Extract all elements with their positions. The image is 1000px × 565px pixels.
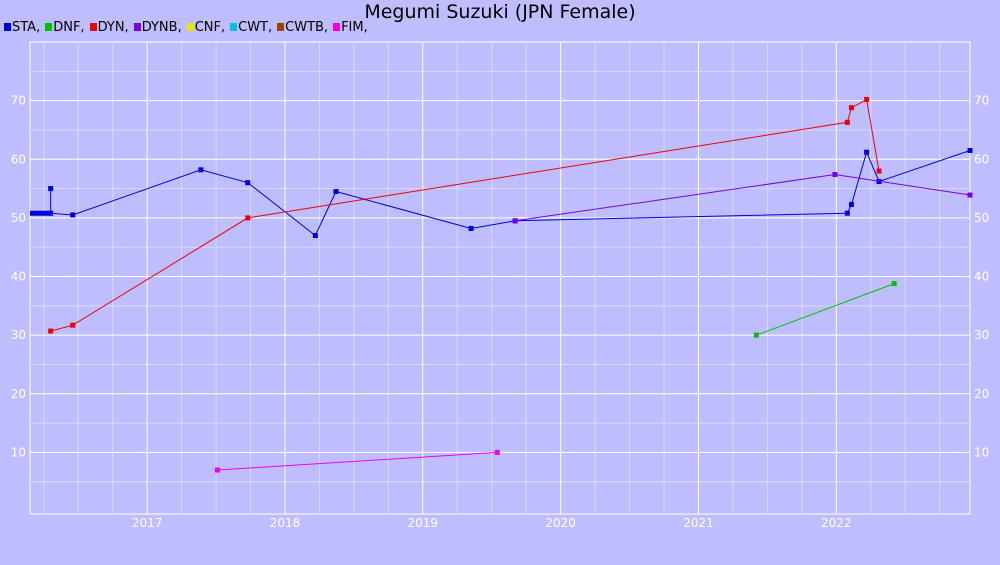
data-point-dyn (848, 105, 854, 111)
y-tick-label-right: 60 (974, 152, 989, 166)
data-point-sta (468, 225, 474, 231)
data-point-sta (70, 212, 76, 218)
data-point-sta (48, 186, 54, 192)
series-line-fim (217, 451, 498, 471)
data-point-dynb (512, 218, 518, 224)
data-point-sta (844, 210, 850, 216)
legend-label: DNF, (53, 20, 85, 35)
data-point-dyn (844, 119, 850, 125)
legend-swatch (277, 23, 285, 31)
series-line-dynb (515, 173, 971, 222)
data-point-sta (245, 180, 251, 186)
legend-swatch (186, 23, 194, 31)
data-point-fim (494, 449, 500, 455)
legend-swatch (230, 23, 238, 31)
data-point-sta (312, 232, 318, 238)
y-tick-label-left: 50 (11, 211, 26, 225)
series-line-sta (50, 150, 971, 237)
legend-item: CNF, (186, 20, 226, 35)
legend-label: CWTB, (285, 20, 329, 35)
x-tick-label: 2021 (683, 516, 714, 530)
y-tick-label-right: 30 (974, 328, 989, 342)
y-tick-label-left: 70 (11, 94, 26, 108)
data-point-sta (967, 147, 973, 153)
legend-item: CWT, (230, 20, 272, 35)
y-tick-label-right: 50 (974, 211, 989, 225)
data-point-dyn (70, 322, 76, 328)
legend-item: DYN, (89, 20, 129, 35)
legend-label: STA, (12, 20, 41, 35)
legend-label: CWT, (238, 20, 273, 35)
legend-item: DNF, (45, 20, 85, 35)
y-tick-label-left: 60 (11, 152, 26, 166)
legend-label: DYNB, (141, 20, 182, 35)
legend-item: DYNB, (133, 20, 182, 35)
legend-item: STA, (4, 20, 40, 35)
data-point-dynb (967, 192, 973, 198)
legend: STA, DNF, DYN, DYNB, CNF, CWT, CWTB, FIM, (4, 20, 373, 35)
x-tick-label: 2019 (408, 516, 439, 530)
y-tick-label-left: 40 (11, 270, 26, 284)
y-tick-label-left: 30 (11, 328, 26, 342)
x-tick-label: 2017 (132, 516, 163, 530)
legend-swatch (4, 23, 11, 31)
data-point-dynb (832, 172, 838, 178)
data-point-dyn (876, 168, 882, 174)
data-point-fim (214, 467, 220, 473)
data-point-dnf (891, 281, 897, 287)
y-tick-label-right: 40 (974, 270, 989, 284)
y-tick-label-right: 10 (974, 445, 989, 459)
legend-item: CWTB, (277, 20, 328, 35)
data-point-dyn (48, 328, 54, 334)
data-point-dyn (245, 215, 251, 221)
legend-label: CNF, (194, 20, 226, 35)
data-point-sta (848, 201, 854, 207)
y-tick-label-left: 20 (11, 387, 26, 401)
legend-swatch (133, 23, 141, 31)
data-point-dyn (864, 96, 870, 102)
x-tick-label: 2020 (545, 516, 576, 530)
x-tick-label: 2022 (821, 516, 852, 530)
legend-item: FIM, (333, 20, 368, 35)
chart-title: Megumi Suzuki (JPN Female) (364, 1, 636, 23)
legend-swatch (333, 23, 341, 31)
data-point-sta (48, 210, 54, 216)
plot-frame (29, 41, 971, 515)
data-point-sta (333, 189, 339, 195)
data-point-dnf (753, 332, 759, 338)
x-tick-label: 2018 (270, 516, 301, 530)
y-tick-label-left: 10 (11, 445, 26, 459)
series-line-dnf (756, 283, 895, 336)
legend-label: DYN, (97, 20, 129, 35)
y-tick-label-right: 20 (974, 387, 989, 401)
data-point-sta (864, 149, 870, 155)
y-tick-label-right: 70 (974, 94, 989, 108)
legend-swatch (89, 23, 97, 31)
data-point-sta (198, 167, 204, 173)
legend-label: FIM, (341, 20, 368, 35)
legend-swatch (45, 23, 53, 31)
